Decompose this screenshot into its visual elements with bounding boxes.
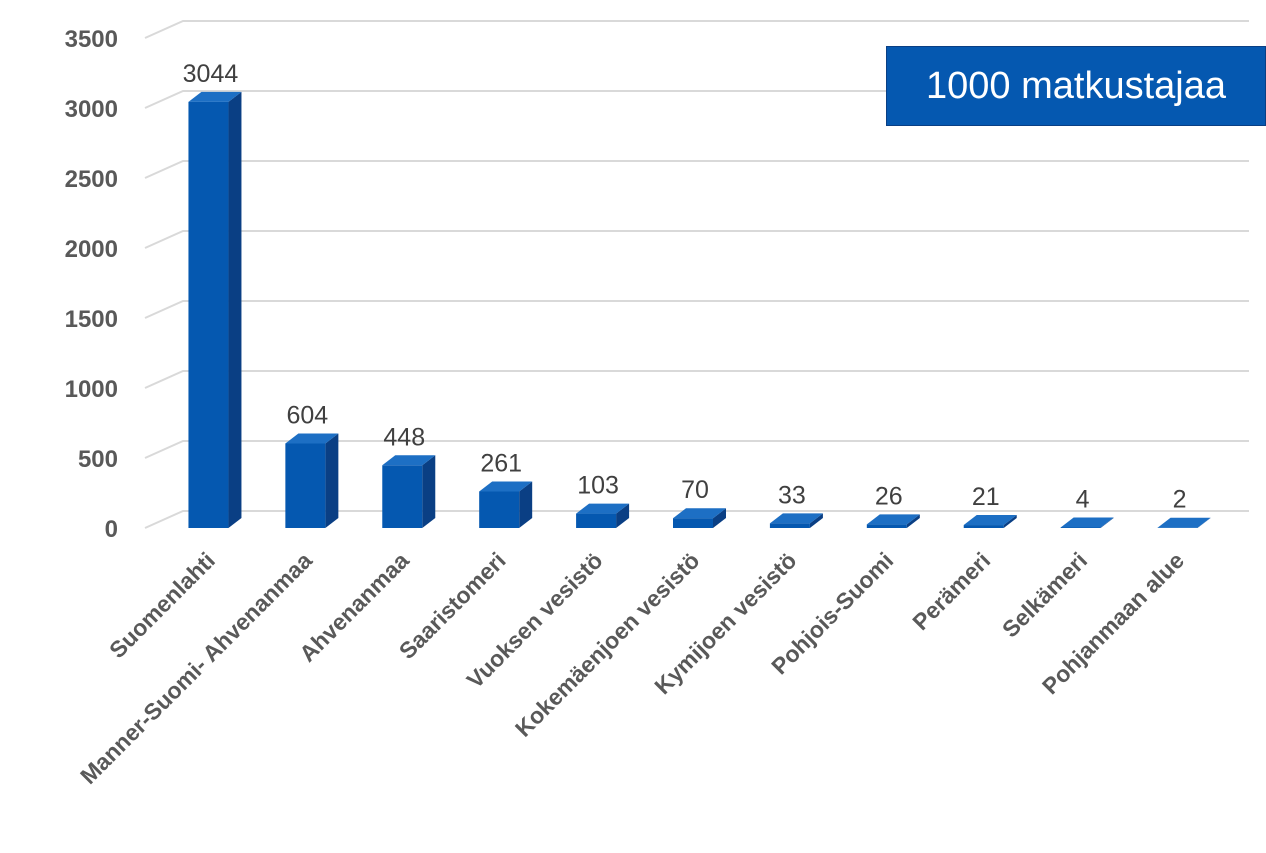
bar-top-face: [769, 513, 823, 524]
bar: [479, 481, 533, 528]
bar-front-face: [673, 518, 713, 528]
bar-front-face: [866, 524, 907, 528]
gridline: [144, 510, 1249, 529]
gridline: [144, 300, 1249, 319]
data-label: 604: [287, 401, 329, 429]
y-tick-label: 3000: [65, 96, 118, 123]
y-tick-label: 0: [105, 516, 118, 543]
unit-annotation-badge: 1000 matkustajaa: [887, 47, 1265, 125]
gridline: [144, 160, 1249, 179]
bar: [382, 455, 436, 528]
bar-top-face: [673, 508, 726, 519]
gridline: [144, 230, 1249, 249]
bar-side-face: [422, 455, 436, 528]
bar-side-face: [906, 514, 920, 528]
bar-front-face: [769, 523, 810, 528]
data-labels: 3044 604 448 261 103 70 33 26 21 4 2: [183, 60, 1187, 514]
bar-top-face: [963, 515, 1017, 526]
gridline: [144, 370, 1249, 389]
bar: [188, 91, 242, 528]
gridline: [144, 20, 1249, 39]
y-tick-label: 1500: [65, 306, 118, 333]
y-tick-label: 1000: [65, 376, 118, 403]
bar: [1157, 517, 1211, 528]
gridline: [144, 440, 1249, 459]
bar-side-face: [616, 503, 630, 528]
x-tick-label: Perämeri: [907, 547, 995, 635]
gridlines: [144, 20, 1249, 529]
bar-side-face: [713, 508, 726, 528]
bars: [188, 91, 1211, 528]
y-tick-label: 2000: [65, 236, 118, 263]
bar-front-face: [479, 491, 520, 528]
y-tick-label: 2500: [65, 166, 118, 193]
bar-top-face: [1157, 517, 1211, 528]
data-label: 103: [577, 472, 619, 500]
bar: [866, 514, 920, 528]
bar-top-face: [576, 503, 630, 514]
bar-top-face: [382, 455, 436, 466]
bar-top-face: [1060, 517, 1114, 528]
data-label: 70: [681, 476, 709, 504]
bar-side-face: [325, 433, 339, 528]
data-label: 26: [875, 482, 903, 510]
y-axis-ticks: 0 500 1000 1500 2000 2500 3000 3500: [65, 26, 118, 543]
y-tick-label: 3500: [65, 26, 118, 53]
bar-side-face: [1003, 515, 1017, 528]
bar: [1060, 517, 1114, 528]
bar-side-face: [1100, 517, 1114, 528]
bar-side-face: [809, 513, 823, 528]
data-label: 2: [1173, 486, 1187, 514]
bar-top-face: [479, 481, 533, 492]
bar-top-face: [188, 91, 242, 102]
bar-side-face: [1197, 517, 1211, 528]
data-label: 4: [1076, 485, 1090, 513]
bar: [769, 513, 823, 528]
bar-side-face: [519, 481, 533, 528]
x-tick-label: Selkämeri: [997, 547, 1092, 642]
data-label: 33: [778, 481, 806, 509]
bar: [576, 503, 630, 528]
y-tick-label: 500: [78, 446, 118, 473]
x-tick-label: Kokemäenjoen vesistö: [510, 547, 705, 742]
bar: [963, 515, 1017, 528]
bar-side-face: [228, 91, 242, 528]
bar-front-face: [576, 513, 617, 528]
bar-front-face: [1060, 527, 1101, 528]
data-label: 21: [972, 483, 1000, 511]
data-label: 3044: [183, 60, 239, 88]
bar-front-face: [285, 443, 326, 528]
data-label: 261: [480, 449, 522, 477]
data-label: 448: [383, 423, 425, 451]
bar-front-face: [382, 465, 423, 528]
bar: [673, 508, 726, 528]
bar-top-face: [285, 433, 339, 444]
bar-front-face: [963, 525, 1004, 528]
bar-top-face: [866, 514, 920, 525]
bar-front-face: [188, 101, 229, 528]
bar: [285, 433, 339, 528]
